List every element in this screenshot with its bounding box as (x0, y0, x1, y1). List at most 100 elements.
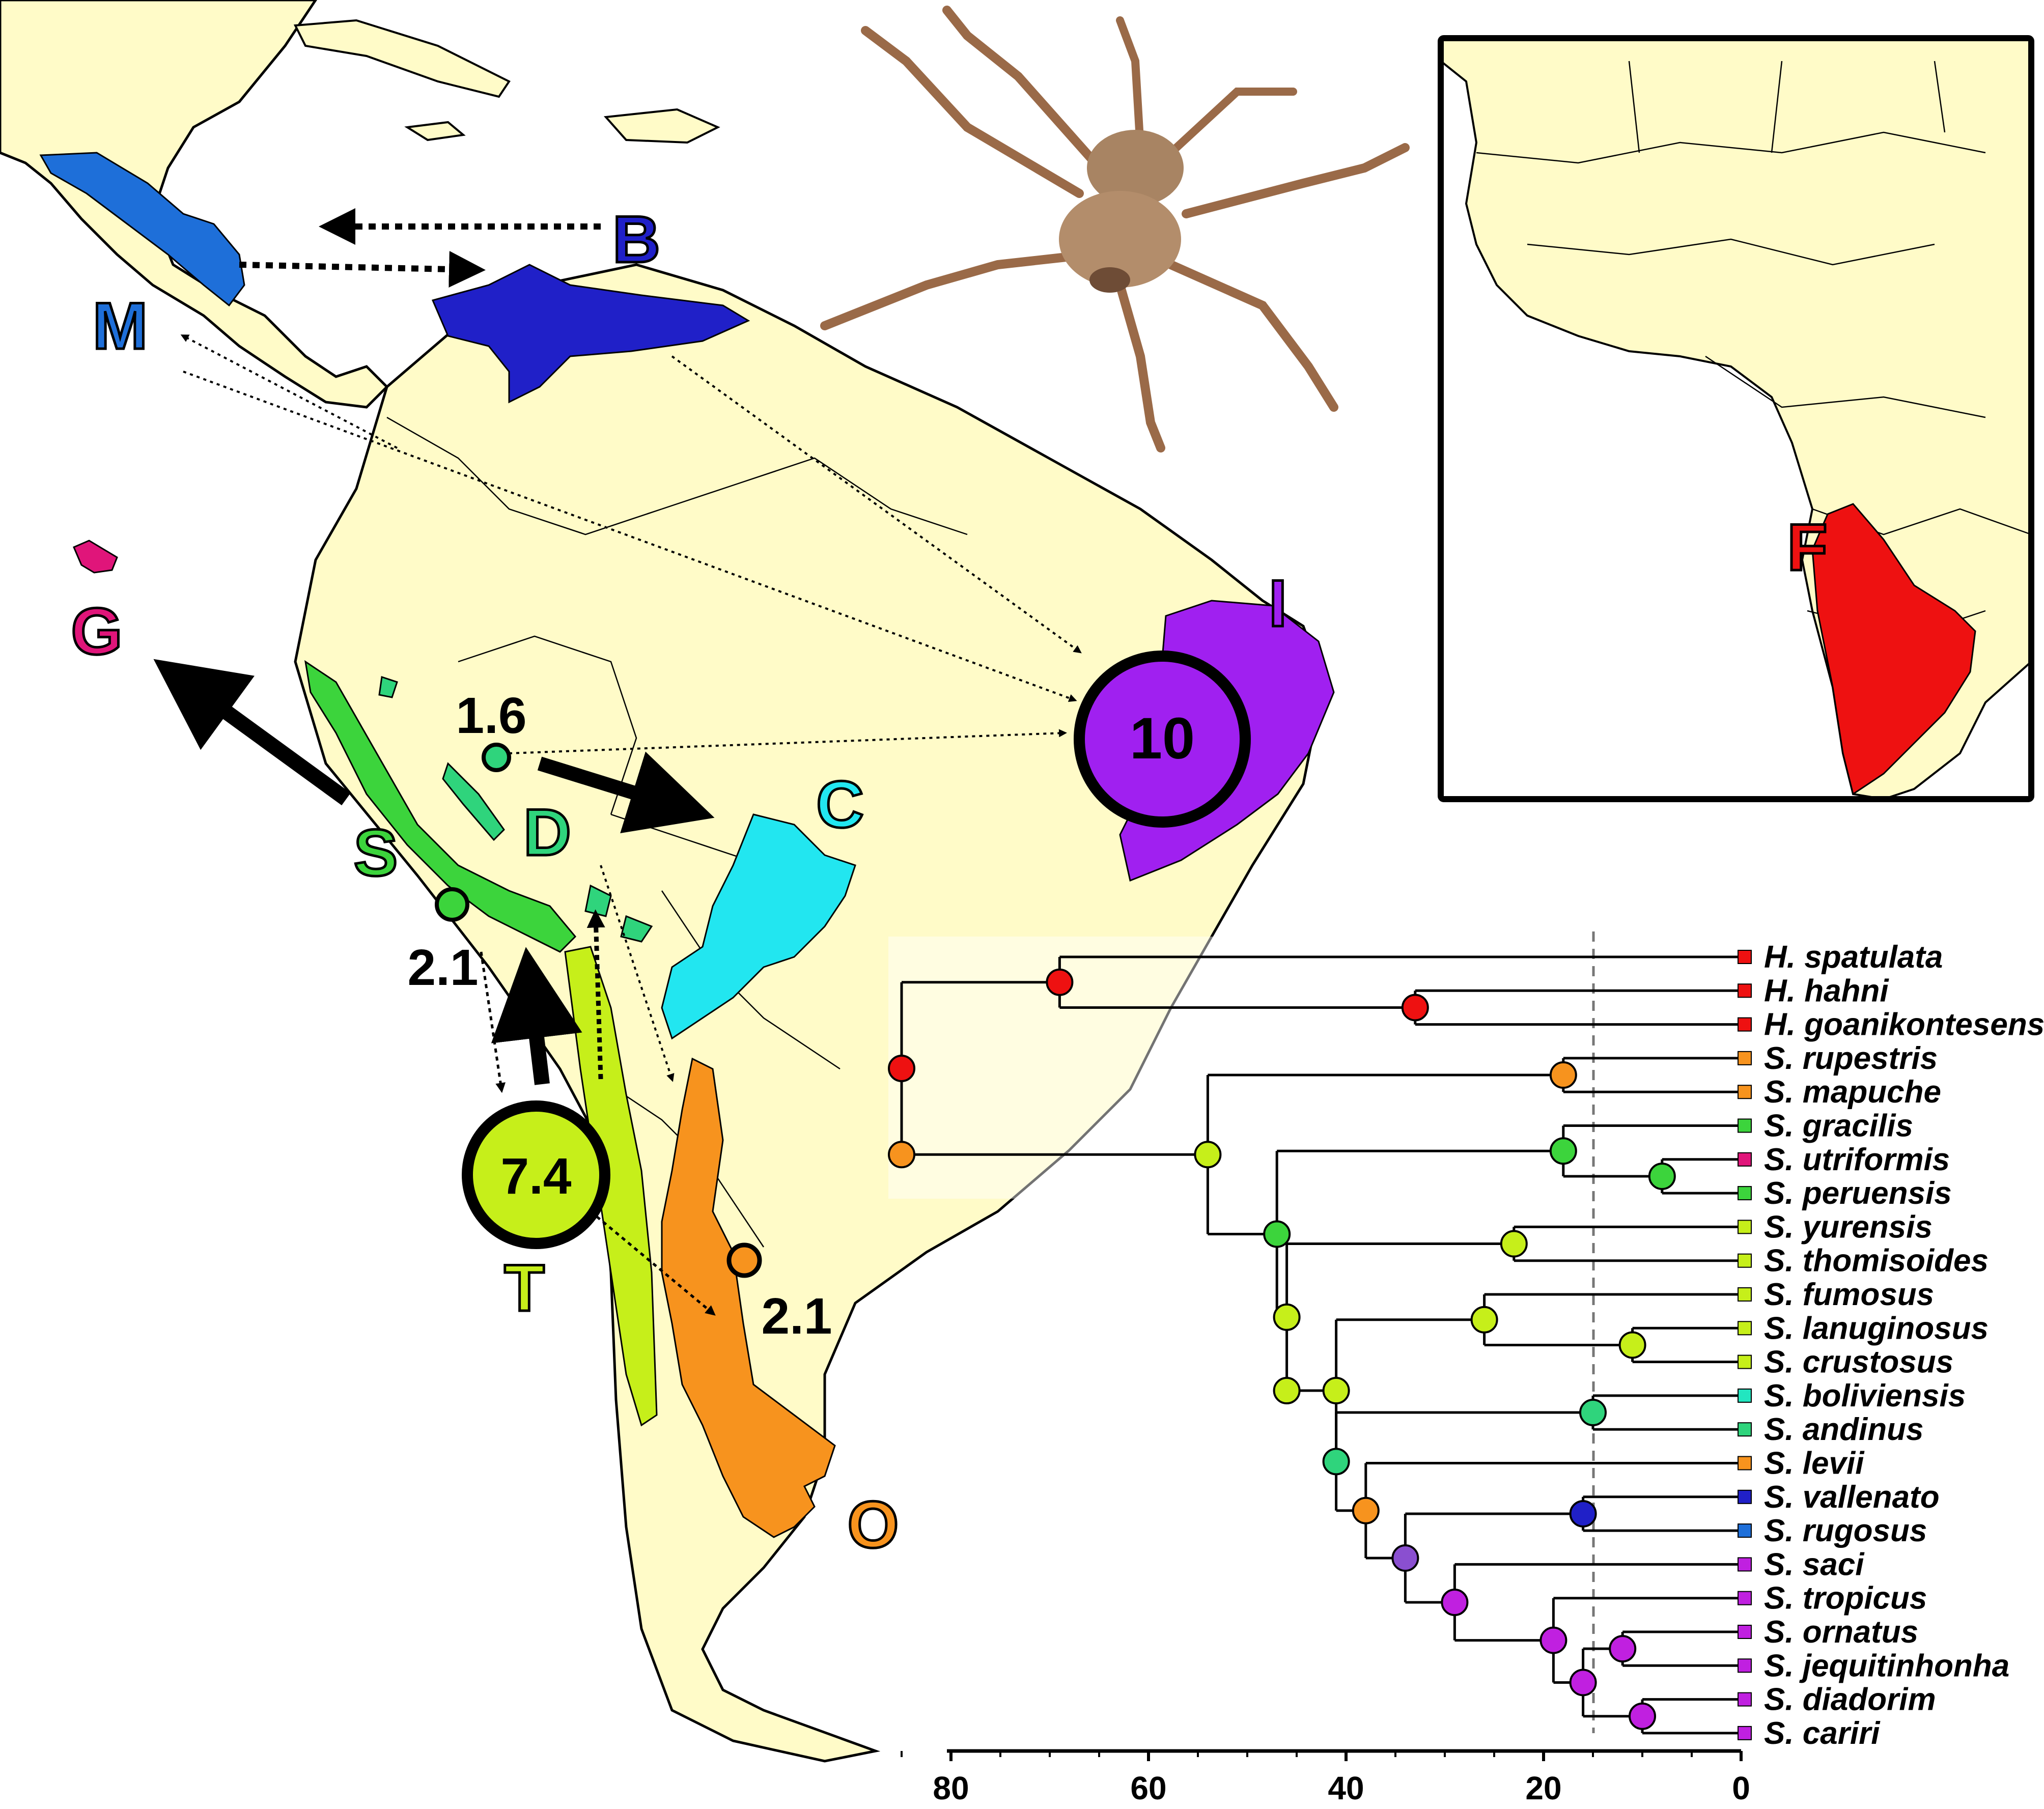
ancestral-state-node (1470, 1306, 1498, 1334)
ancestral-state-node (1391, 1544, 1419, 1572)
tip-state-square (1738, 1625, 1752, 1639)
tip-state-square (1738, 1557, 1752, 1572)
species-label: S. boliviensis (1764, 1378, 1966, 1414)
species-label: S. jequitinhonha (1764, 1648, 2009, 1683)
time-axis: 80 60 40 20 0 (901, 1749, 1750, 1806)
hispaniola-island (603, 108, 720, 144)
axis-tick-label: 40 (1328, 1770, 1364, 1806)
diversity-value-s: 2.1 (407, 939, 478, 996)
tip-state-square (1738, 1456, 1752, 1471)
diversity-value-i: 10 (1130, 706, 1195, 771)
region-label-t: T (504, 1251, 544, 1325)
tip-state-square (1738, 1388, 1752, 1403)
ancestral-state-node (1352, 1496, 1380, 1524)
region-label-m: M (93, 289, 148, 363)
diversity-circle-s (435, 887, 469, 922)
tip-state-square (1738, 1422, 1752, 1437)
tip-state-square (1738, 1523, 1752, 1538)
region-label-i: I (1269, 566, 1287, 640)
species-label: S. utriformis (1764, 1142, 1950, 1177)
diversity-circle-i (1074, 651, 1251, 828)
ancestral-state-node (1569, 1500, 1597, 1528)
africa-inset (1438, 35, 2034, 802)
species-label: S. andinus (1764, 1412, 1923, 1447)
species-label: H. spatulata (1764, 940, 1943, 975)
ancestral-state-node (1579, 1399, 1607, 1427)
ancestral-state-node (1549, 1061, 1577, 1089)
region-c-area (661, 813, 856, 1040)
ancestral-state-node (1194, 1141, 1222, 1169)
species-label: S. lanuginosus (1764, 1311, 1989, 1346)
species-label: S. thomisoides (1764, 1243, 1989, 1279)
species-label: H. goanikontesensis (1764, 1007, 2044, 1042)
region-label-d: D (523, 795, 571, 869)
axis-tick-label: 20 (1525, 1770, 1561, 1806)
axis-tick-label: 0 (1732, 1770, 1750, 1806)
ancestral-state-node (1046, 968, 1074, 996)
tree-nodes (888, 968, 1676, 1730)
tip-state-square (1738, 1287, 1752, 1302)
region-o-area (661, 1057, 836, 1538)
species-label: S. rupestris (1764, 1041, 1938, 1076)
species-label: S. mapuche (1764, 1075, 1941, 1110)
tip-state-square (1738, 1321, 1752, 1336)
species-label: S. tropicus (1764, 1581, 1927, 1616)
ancestral-state-node (1263, 1220, 1291, 1248)
inset-frame (1438, 35, 2034, 802)
ancestral-state-node (1609, 1635, 1637, 1663)
species-label: S. vallenato (1764, 1480, 1940, 1515)
region-m-area (39, 152, 245, 307)
ancestral-state-node (1549, 1137, 1577, 1165)
axis-tick-label: 60 (1130, 1770, 1166, 1806)
ancestral-state-node (1401, 994, 1429, 1022)
tip-state-square (1738, 1085, 1752, 1099)
ancestral-state-node (1569, 1669, 1597, 1697)
tip-state-square (1738, 1591, 1752, 1605)
diversity-value-t: 7.4 (500, 1148, 571, 1205)
ancestral-state-node (1648, 1162, 1676, 1190)
diversity-value-d: 1.6 (456, 687, 526, 744)
tip-state-square (1738, 1489, 1752, 1504)
tip-state-square (1738, 983, 1752, 998)
region-label-c: C (816, 767, 864, 841)
tip-state-square (1738, 1692, 1752, 1707)
tip-state-square (1738, 1220, 1752, 1234)
species-label: S. levii (1764, 1446, 1865, 1481)
ancestral-state-node (1273, 1303, 1301, 1331)
species-label: S. cariri (1764, 1716, 1881, 1751)
ancestral-state-node (1273, 1377, 1301, 1405)
species-label: S. saci (1764, 1547, 1865, 1582)
species-label: S. diadorim (1764, 1682, 1936, 1717)
tip-state-square (1738, 950, 1752, 964)
region-label-f: F (1787, 510, 1827, 584)
region-label-o: O (847, 1487, 899, 1562)
region-b-area (431, 264, 750, 404)
species-label: H. hahni (1764, 973, 1889, 1008)
region-label-g: G (71, 594, 122, 668)
tip-state-square (1738, 1354, 1752, 1369)
tip-state-square (1738, 1051, 1752, 1065)
species-label: S. rugosus (1764, 1513, 1927, 1548)
region-f-area (1811, 503, 1976, 796)
ancestral-state-node (1618, 1331, 1646, 1359)
axis-tick-label: 80 (933, 1770, 969, 1806)
ancestral-state-node (1539, 1626, 1567, 1654)
tip-state-square (1738, 1118, 1752, 1133)
region-g-area (73, 540, 118, 574)
tip-state-square (1738, 1152, 1752, 1167)
cuba-island (293, 19, 511, 98)
species-label: S. fumosus (1764, 1277, 1934, 1312)
ancestral-state-node (1500, 1230, 1528, 1258)
ancestral-state-node (1322, 1448, 1350, 1476)
diversity-circle-o (726, 1242, 762, 1278)
tip-state-square (1738, 1726, 1752, 1740)
diversity-markers: 10 7.4 1.6 2.1 2.1 (407, 651, 1251, 1345)
species-label: S. ornatus (1764, 1615, 1918, 1650)
region-labels: M B G I C D S T O F (70, 201, 1829, 1563)
region-label-s: S (354, 815, 398, 890)
ancestral-state-node (1629, 1702, 1656, 1730)
region-d-area (378, 676, 653, 943)
species-label: S. peruensis (1764, 1176, 1952, 1211)
